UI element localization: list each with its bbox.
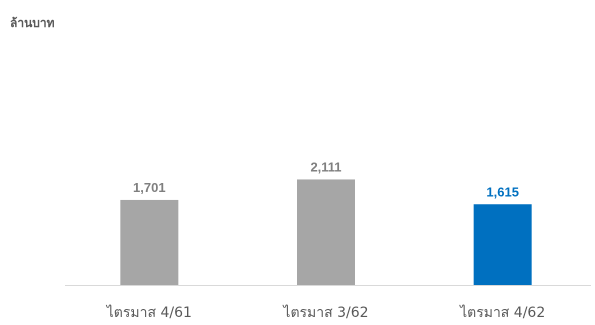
bar	[473, 204, 532, 285]
category-label: ไตรมาส 4/62	[459, 304, 545, 321]
bars-group	[120, 179, 532, 285]
bar-value-label: 2,111	[310, 159, 341, 174]
category-labels-group: ไตรมาส 4/61 ไตรมาส 3/62 ไตรมาส 4/62	[106, 304, 546, 321]
bar-value-label: 1,615	[486, 184, 519, 199]
category-label: ไตรมาส 3/62	[282, 304, 368, 321]
bar-value-label: 1,701	[133, 180, 166, 195]
category-label: ไตรมาส 4/61	[106, 304, 192, 321]
bar	[120, 199, 179, 285]
value-labels-group: 1,701 2,111 1,615	[133, 159, 519, 199]
bar	[297, 179, 355, 285]
unit-label: ล้านบาท	[10, 16, 55, 30]
